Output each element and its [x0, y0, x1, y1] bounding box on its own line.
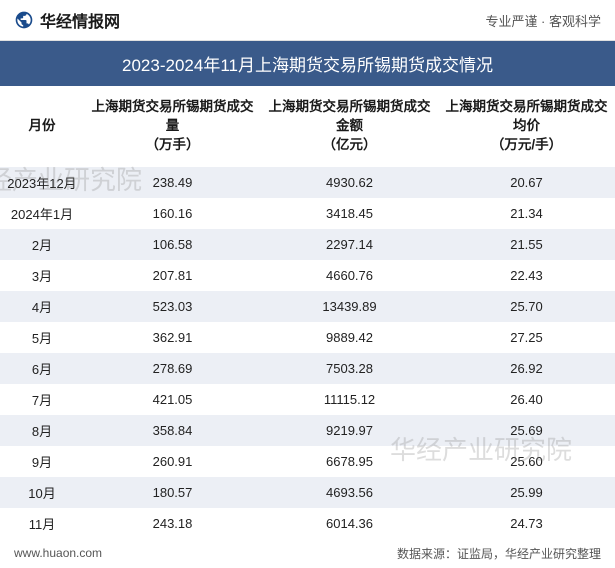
table-body: 2023年12月238.494930.6220.672024年1月160.163… — [0, 167, 615, 539]
table-row: 11月243.186014.3624.73 — [0, 508, 615, 539]
cell-month: 8月 — [0, 421, 84, 440]
cell-price: 25.99 — [438, 485, 615, 500]
logo-area: 华经情报网 — [14, 8, 120, 32]
cell-price: 25.60 — [438, 454, 615, 469]
cell-price: 21.55 — [438, 237, 615, 252]
cell-amount: 11115.12 — [261, 392, 438, 407]
cell-price: 21.34 — [438, 206, 615, 221]
footer-url: www.huaon.com — [14, 546, 102, 560]
cell-amount: 2297.14 — [261, 237, 438, 252]
cell-amount: 6678.95 — [261, 454, 438, 469]
cell-month: 3月 — [0, 266, 84, 285]
col-header-price: 上海期货交易所锡期货成交均价 （万元/手） — [438, 94, 615, 159]
cell-amount: 9219.97 — [261, 423, 438, 438]
table-row: 6月278.697503.2826.92 — [0, 353, 615, 384]
table-row: 4月523.0313439.8925.70 — [0, 291, 615, 322]
cell-month: 5月 — [0, 328, 84, 347]
cell-month: 2024年1月 — [0, 204, 84, 223]
cell-price: 24.73 — [438, 516, 615, 531]
footer: www.huaon.com 数据来源：证监局，华经产业研究整理 — [0, 539, 615, 568]
cell-price: 27.25 — [438, 330, 615, 345]
col-header-amount: 上海期货交易所锡期货成交金额 （亿元） — [261, 94, 438, 159]
page-title: 2023-2024年11月上海期货交易所锡期货成交情况 — [0, 41, 615, 86]
cell-amount: 4693.56 — [261, 485, 438, 500]
cell-month: 4月 — [0, 297, 84, 316]
table-row: 3月207.814660.7622.43 — [0, 260, 615, 291]
cell-volume: 160.16 — [84, 206, 261, 221]
cell-month: 7月 — [0, 390, 84, 409]
table-row: 5月362.919889.4227.25 — [0, 322, 615, 353]
cell-month: 2月 — [0, 235, 84, 254]
footer-source: 数据来源：证监局，华经产业研究整理 — [397, 545, 601, 562]
cell-price: 22.43 — [438, 268, 615, 283]
cell-amount: 4660.76 — [261, 268, 438, 283]
cell-amount: 13439.89 — [261, 299, 438, 314]
cell-volume: 207.81 — [84, 268, 261, 283]
cell-month: 6月 — [0, 359, 84, 378]
cell-amount: 9889.42 — [261, 330, 438, 345]
cell-amount: 3418.45 — [261, 206, 438, 221]
cell-price: 25.69 — [438, 423, 615, 438]
cell-amount: 7503.28 — [261, 361, 438, 376]
table-row: 2024年1月160.163418.4521.34 — [0, 198, 615, 229]
cell-month: 2023年12月 — [0, 173, 84, 192]
table-row: 9月260.916678.9525.60 — [0, 446, 615, 477]
cell-month: 9月 — [0, 452, 84, 471]
col-header-amount-text: 上海期货交易所锡期货成交金额 （亿元） — [263, 98, 436, 155]
table-row: 10月180.574693.5625.99 — [0, 477, 615, 508]
col-header-month: 月份 — [0, 113, 84, 140]
cell-volume: 358.84 — [84, 423, 261, 438]
cell-price: 26.40 — [438, 392, 615, 407]
cell-volume: 260.91 — [84, 454, 261, 469]
col-header-volume-text: 上海期货交易所锡期货成交量 （万手） — [86, 98, 259, 155]
cell-volume: 243.18 — [84, 516, 261, 531]
table-row: 2月106.582297.1421.55 — [0, 229, 615, 260]
header: 华经情报网 专业严谨 · 客观科学 — [0, 0, 615, 41]
globe-icon — [14, 10, 34, 30]
data-table: 月份 上海期货交易所锡期货成交量 （万手） 上海期货交易所锡期货成交金额 （亿元… — [0, 86, 615, 539]
cell-price: 25.70 — [438, 299, 615, 314]
table-header-row: 月份 上海期货交易所锡期货成交量 （万手） 上海期货交易所锡期货成交金额 （亿元… — [0, 86, 615, 167]
table-row: 8月358.849219.9725.69 — [0, 415, 615, 446]
cell-volume: 180.57 — [84, 485, 261, 500]
cell-price: 26.92 — [438, 361, 615, 376]
header-slogan: 专业严谨 · 客观科学 — [485, 11, 601, 30]
cell-amount: 4930.62 — [261, 175, 438, 190]
col-header-volume: 上海期货交易所锡期货成交量 （万手） — [84, 94, 261, 159]
cell-volume: 421.05 — [84, 392, 261, 407]
table-row: 7月421.0511115.1226.40 — [0, 384, 615, 415]
logo-text: 华经情报网 — [40, 8, 120, 32]
cell-month: 10月 — [0, 483, 84, 502]
cell-volume: 106.58 — [84, 237, 261, 252]
col-header-price-text: 上海期货交易所锡期货成交均价 （万元/手） — [440, 98, 613, 155]
cell-volume: 238.49 — [84, 175, 261, 190]
cell-volume: 278.69 — [84, 361, 261, 376]
cell-volume: 523.03 — [84, 299, 261, 314]
table-row: 2023年12月238.494930.6220.67 — [0, 167, 615, 198]
cell-price: 20.67 — [438, 175, 615, 190]
cell-amount: 6014.36 — [261, 516, 438, 531]
cell-month: 11月 — [0, 514, 84, 533]
cell-volume: 362.91 — [84, 330, 261, 345]
